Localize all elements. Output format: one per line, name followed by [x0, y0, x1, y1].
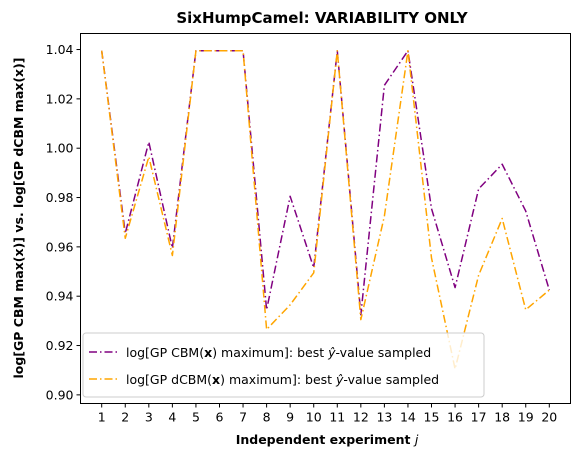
series-line-cbm [100, 50, 551, 316]
x-axis-ticks: 1 2 3 4 5 6 7 8 9 10 11 12 13 14 15 16 17 18 19 20 [98, 403, 557, 425]
x-tick-label: 3 [145, 410, 153, 425]
x-axis-label: Independent experiment j [236, 432, 419, 447]
x-tick-label: 18 [494, 410, 510, 425]
y-tick-label: 1.04 [46, 42, 74, 57]
x-tick-label: 6 [216, 410, 224, 425]
legend-label-dcbm-mid: ) maximum]: best [220, 372, 336, 387]
legend-label-cbm-bold: x [204, 345, 212, 360]
x-tick-label: 1 [98, 410, 106, 425]
x-tick-label: 10 [306, 410, 322, 425]
x-tick-label: 13 [376, 410, 392, 425]
legend-label-cbm-var: ŷ [327, 345, 336, 360]
x-tick-label: 2 [121, 410, 129, 425]
x-tick-label: 16 [447, 410, 463, 425]
x-tick-label: 9 [286, 410, 294, 425]
y-tick-label: 0.92 [46, 338, 74, 353]
y-tick-label: 0.98 [46, 190, 74, 205]
legend-label-cbm-prefix: log[GP CBM( [126, 345, 204, 360]
x-tick-label: 8 [263, 410, 271, 425]
legend-label-dcbm-bold: x [212, 372, 220, 387]
x-tick-label: 14 [400, 410, 416, 425]
series-line-dcbm [100, 50, 550, 370]
y-tick-label: 1.00 [46, 141, 74, 156]
y-tick-label: 0.90 [46, 387, 74, 402]
y-tick-label: 0.94 [46, 289, 74, 304]
legend-label-dcbm-suffix: -value sampled [343, 372, 439, 387]
plot-frame [80, 33, 571, 404]
y-axis-ticks: 0.90 0.92 0.94 0.96 0.98 1.00 1.02 1.04 [46, 42, 81, 402]
legend: log[GP CBM(x) maximum]: best ŷ-value sam… [82, 332, 485, 398]
x-tick-label: 5 [192, 410, 200, 425]
x-tick-label: 11 [329, 410, 345, 425]
y-axis-label: log[GP CBM max(x)] vs. log[GP dCBM max(x… [11, 57, 26, 378]
legend-label-cbm: log[GP CBM(x) maximum]: best ŷ-value sam… [126, 345, 431, 360]
y-tick-label: 1.02 [46, 91, 74, 106]
x-tick-label: 19 [518, 410, 534, 425]
legend-label-cbm-suffix: -value sampled [336, 345, 432, 360]
legend-label-cbm-mid: ) maximum]: best [212, 345, 328, 360]
legend-label-dcbm: log[GP dCBM(x) maximum]: best ŷ-value sa… [126, 372, 439, 387]
x-axis-label-main: Independent experiment [236, 432, 415, 447]
legend-label-dcbm-var: ŷ [335, 372, 344, 387]
series-layer [100, 50, 551, 370]
legend-box [82, 332, 485, 398]
x-tick-label: 7 [239, 410, 247, 425]
y-tick-label: 0.96 [46, 239, 74, 254]
x-tick-label: 15 [424, 410, 440, 425]
x-tick-label: 20 [541, 410, 557, 425]
x-tick-label: 4 [168, 410, 176, 425]
legend-label-dcbm-prefix: log[GP dCBM( [126, 372, 212, 387]
chart-title: SixHumpCamel: VARIABILITY ONLY [176, 9, 468, 27]
x-tick-label: 17 [471, 410, 487, 425]
x-axis-label-variable: j [413, 432, 419, 447]
x-tick-label: 12 [353, 410, 369, 425]
